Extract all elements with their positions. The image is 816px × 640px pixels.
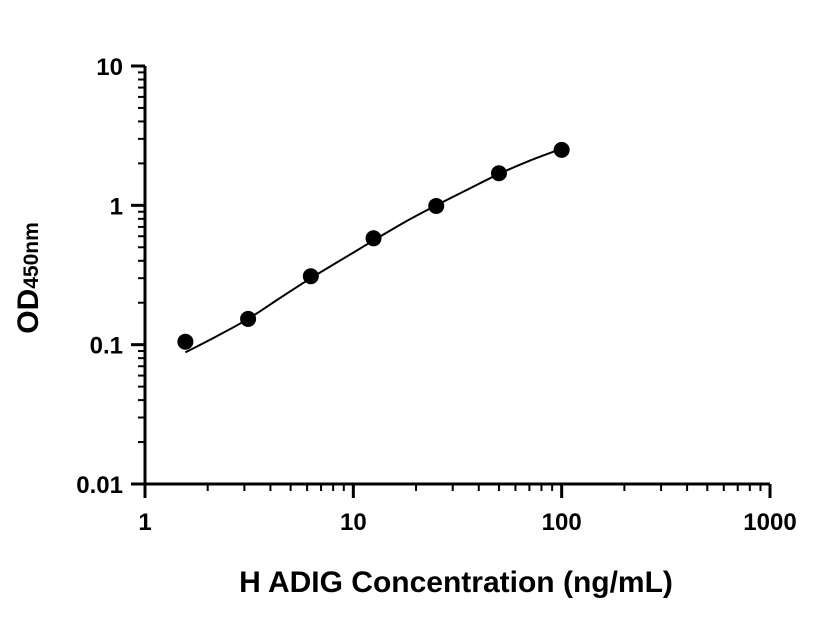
- ticks-group: [131, 64, 772, 498]
- x-axis-title: H ADIG Concentration (ng/mL): [239, 566, 673, 599]
- x-tick-label: 1: [138, 509, 151, 536]
- axes-group: [143, 66, 770, 486]
- x-tick-label: 10: [340, 509, 367, 536]
- data-point: [490, 165, 507, 182]
- x-tick-label: 1000: [743, 509, 796, 536]
- y-tick-label: 0.01: [76, 472, 123, 499]
- data-point: [428, 197, 445, 214]
- y-axis-title-subscript: 450nm: [20, 222, 43, 289]
- data-point: [177, 333, 194, 350]
- y-tick-label: 0.1: [90, 333, 123, 360]
- x-tick-label: 100: [542, 509, 582, 536]
- y-axis-title-main: OD: [12, 289, 45, 334]
- data-points-group: [177, 141, 570, 350]
- data-point: [302, 268, 319, 285]
- y-axis-title: OD450nm: [12, 222, 45, 334]
- y-tick-label: 10: [96, 54, 123, 81]
- data-point: [240, 310, 257, 327]
- data-point: [553, 141, 570, 158]
- y-tick-label: 1: [110, 193, 123, 220]
- data-point: [365, 230, 382, 247]
- tick-labels-group: 1 10 100 1000 0.01 0.1 1 10: [76, 54, 796, 536]
